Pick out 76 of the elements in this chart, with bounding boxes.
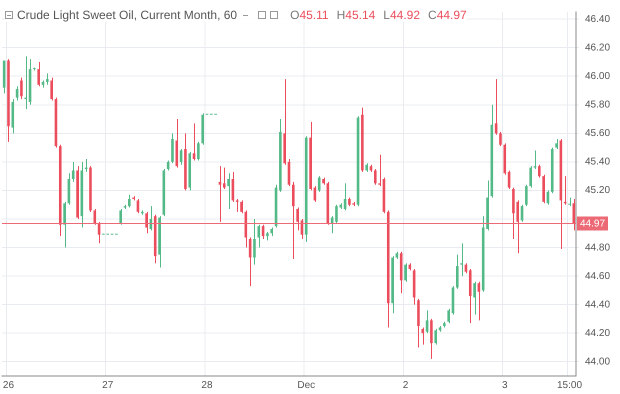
candlestick: [572, 198, 576, 231]
candlestick: [546, 190, 550, 206]
y-tick-label: 46.20: [584, 42, 610, 54]
candlestick: [166, 160, 170, 171]
candlestick: [72, 161, 74, 182]
candlestick: [197, 141, 200, 161]
candlestick: [236, 198, 238, 212]
candlestick: [296, 207, 299, 231]
candlestick: [222, 167, 226, 190]
candlestick: [499, 131, 502, 147]
candlestick: [564, 176, 566, 206]
candlestick: [292, 181, 295, 260]
candlestick: [374, 168, 377, 186]
x-tick-label: 28: [201, 380, 213, 391]
candlestick: [460, 242, 463, 277]
candlestick: [171, 132, 174, 164]
candlestick: [335, 204, 338, 224]
candlestick: [227, 172, 230, 210]
candlestick: [344, 182, 346, 211]
y-tick-label: 44.20: [584, 328, 610, 339]
candlestick: [84, 158, 88, 172]
candlestick: [508, 170, 510, 190]
candlestick: [538, 164, 541, 178]
candlestick: [119, 208, 122, 226]
candlestick: [555, 138, 558, 150]
candlestick: [37, 61, 40, 87]
x-tick-label: 3: [502, 380, 508, 391]
y-tick-label: 46.00: [584, 70, 610, 82]
candlestick: [525, 184, 528, 207]
y-tick-label: 45.60: [584, 128, 610, 140]
annotation: H45.14: [336, 8, 376, 22]
candlestick: [421, 326, 424, 346]
x-tick-label: 26: [2, 380, 14, 391]
candlestick: [248, 237, 252, 287]
candlestick: [464, 262, 468, 274]
y-tick-label: 44.00: [584, 356, 610, 368]
candlestick: [253, 218, 256, 266]
candlestick: [93, 208, 96, 226]
candlestick: [136, 198, 140, 214]
x-tick-label: Dec: [297, 380, 316, 391]
candlestick: [404, 262, 407, 282]
candlestick: [494, 78, 498, 136]
candlestick: [520, 204, 524, 222]
candlestick: [232, 171, 234, 202]
annotation: O45.11: [290, 8, 329, 22]
y-tick-label: 44.80: [584, 242, 610, 254]
y-tick-label: 45.20: [584, 185, 610, 196]
candlestick: [16, 86, 18, 101]
candlestick: [516, 200, 520, 254]
annotation: L44.92: [383, 8, 420, 22]
ref-line-label: 44.97: [580, 218, 606, 230]
y-tick-label: 44.40: [584, 299, 610, 310]
x-tick-label: 2: [402, 380, 409, 391]
y-tick-label: 45.40: [584, 156, 610, 168]
candlestick: [430, 318, 433, 360]
x-tick-label: 27: [102, 380, 114, 391]
chart-title: Crude Light Sweet Oil, Current Month, 60: [17, 8, 238, 22]
candlestick: [318, 176, 320, 192]
candlestick: [456, 254, 459, 290]
y-tick-label: 46.40: [584, 14, 610, 25]
candlestick: [426, 310, 428, 334]
candlestick: [128, 194, 131, 208]
candlestick: [262, 224, 264, 240]
candlestick: [473, 281, 476, 316]
candlestick: [257, 224, 260, 248]
candlestick: [434, 328, 438, 346]
x-tick-label: 15:00: [556, 380, 582, 391]
annotation: C44.97: [428, 8, 467, 22]
candlestick: [46, 72, 49, 86]
candlestick: [180, 148, 182, 166]
candlestick: [24, 56, 28, 110]
y-tick-label: 44.60: [584, 270, 610, 282]
candlestick: [478, 281, 480, 321]
y-tick-label: 45.80: [584, 100, 610, 111]
candlestick: [192, 122, 196, 161]
candlestick: [20, 77, 23, 100]
